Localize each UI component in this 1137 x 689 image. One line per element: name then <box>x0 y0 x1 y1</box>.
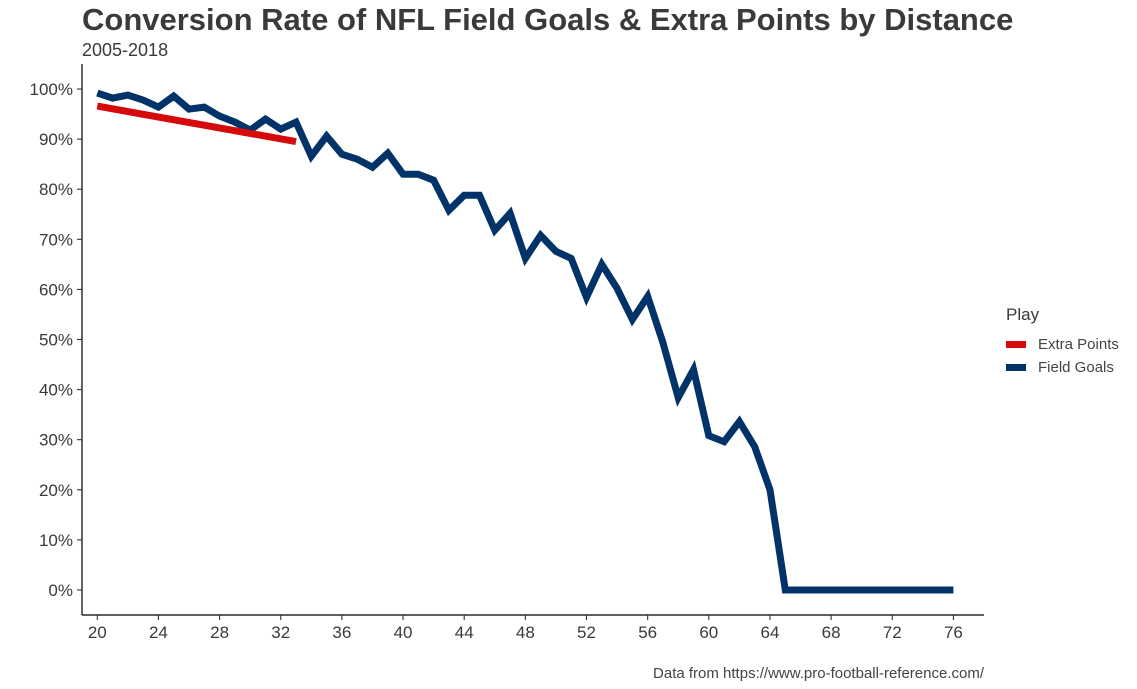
x-tick-label: 32 <box>271 623 290 642</box>
legend-label-field-goals: Field Goals <box>1038 359 1114 376</box>
y-tick-label: 40% <box>39 381 73 400</box>
x-tick-label: 76 <box>944 623 963 642</box>
legend-item-field-goals: Field Goals <box>1006 356 1119 379</box>
y-tick-label: 20% <box>39 481 73 500</box>
y-tick-label: 50% <box>39 331 73 350</box>
legend-item-extra-points: Extra Points <box>1006 333 1119 356</box>
x-tick-label: 44 <box>455 623 474 642</box>
y-tick-label: 90% <box>39 130 73 149</box>
axes: 0% 10% 20% 30% 40% 50% 60% 70% 80% 90% 100% 20 24 28 3… <box>30 64 984 642</box>
chart-title: Conversion Rate of NFL Field Goals & Ext… <box>82 2 1014 37</box>
x-tick-label: 64 <box>761 623 780 642</box>
y-tick-label: 70% <box>39 230 73 249</box>
legend-label-extra-points: Extra Points <box>1038 336 1119 353</box>
x-tick-label: 36 <box>332 623 351 642</box>
y-tick-label: 30% <box>39 431 73 450</box>
x-tick-label: 48 <box>516 623 535 642</box>
series-line-field-goals <box>96 89 954 594</box>
legend-key-field-goals <box>1006 364 1026 371</box>
chart-subtitle: 2005-2018 <box>82 40 169 60</box>
y-tick-label: 0% <box>48 581 73 600</box>
x-tick-label: 60 <box>699 623 718 642</box>
x-tick-label: 56 <box>638 623 657 642</box>
legend-key-extra-points <box>1006 341 1026 348</box>
x-tick-label: 40 <box>394 623 413 642</box>
legend: Play Extra Points Field Goals <box>1006 305 1119 379</box>
series-layer <box>96 89 954 594</box>
y-tick-label: 60% <box>39 280 73 299</box>
legend-title: Play <box>1006 305 1040 324</box>
x-tick-label: 52 <box>577 623 596 642</box>
x-tick-label: 24 <box>149 623 168 642</box>
x-tick-label: 72 <box>883 623 902 642</box>
y-tick-label: 80% <box>39 180 73 199</box>
x-tick-label: 28 <box>210 623 229 642</box>
x-tick-label: 68 <box>822 623 841 642</box>
y-tick-label: 100% <box>30 80 73 99</box>
y-tick-label: 10% <box>39 531 73 550</box>
series-line-extra-points <box>96 102 297 146</box>
chart-caption: Data from https://www.pro-football-refer… <box>653 665 984 682</box>
x-tick-label: 20 <box>88 623 107 642</box>
